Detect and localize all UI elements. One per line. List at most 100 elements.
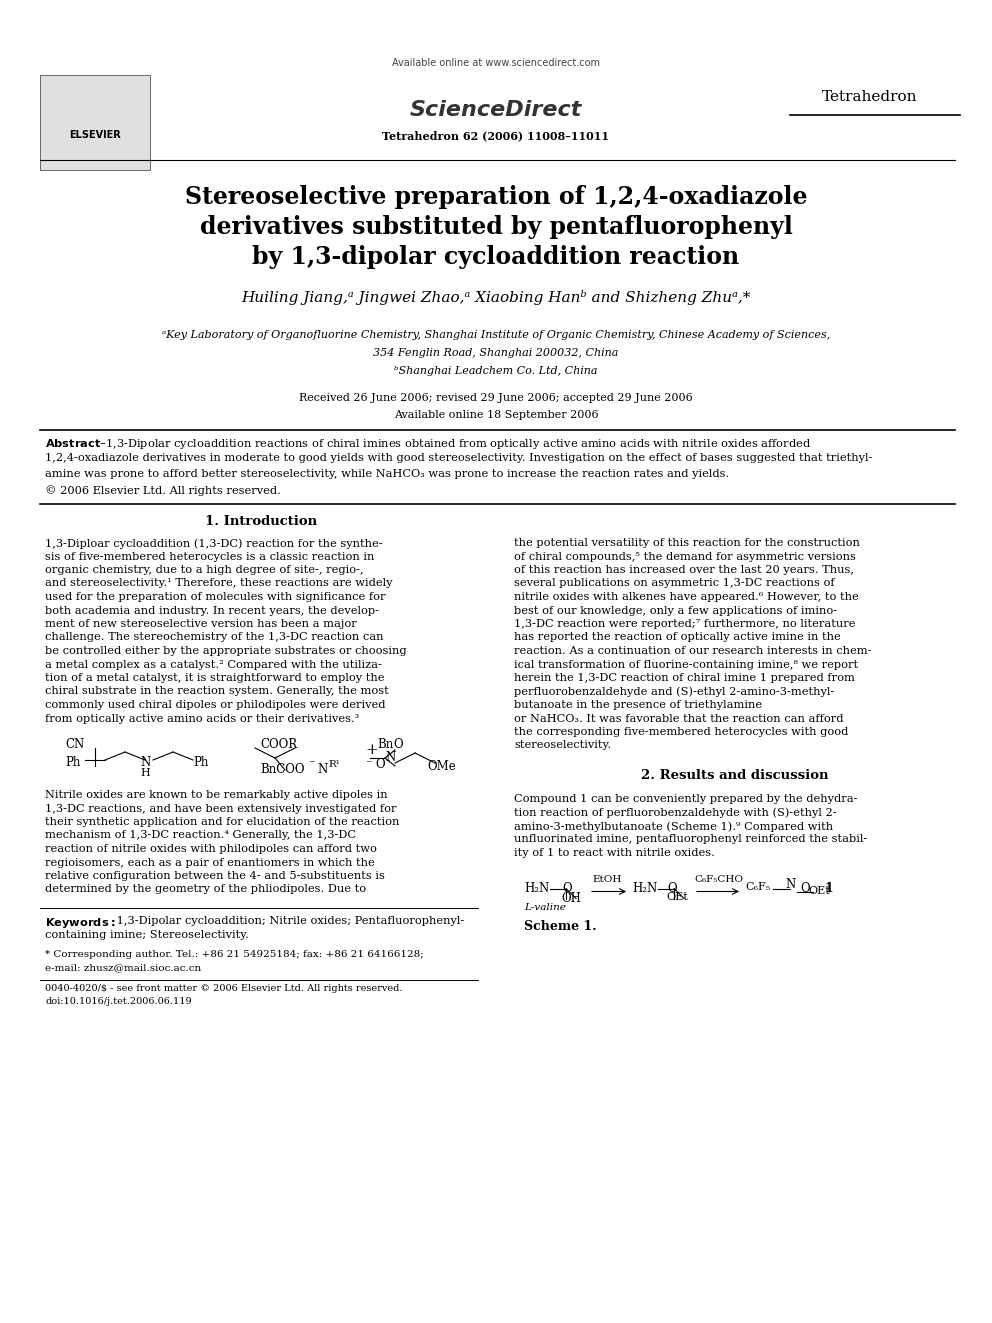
Text: * Corresponding author. Tel.: +86 21 54925184; fax: +86 21 64166128;: * Corresponding author. Tel.: +86 21 549… xyxy=(45,950,424,959)
Text: O: O xyxy=(667,881,677,894)
Text: Ph: Ph xyxy=(65,755,80,769)
Text: from optically active amino acids or their derivatives.³: from optically active amino acids or the… xyxy=(45,713,359,724)
Text: Nitrile oxides are known to be remarkably active dipoles in: Nitrile oxides are known to be remarkabl… xyxy=(45,790,388,800)
Text: C₆F₅: C₆F₅ xyxy=(745,881,770,892)
Text: of this reaction has increased over the last 20 years. Thus,: of this reaction has increased over the … xyxy=(514,565,854,576)
Text: by 1,3-dipolar cycloaddition reaction: by 1,3-dipolar cycloaddition reaction xyxy=(252,245,740,269)
Text: 1. Introduction: 1. Introduction xyxy=(205,515,317,528)
Text: ᵃKey Laboratory of Organofluorine Chemistry, Shanghai Institute of Organic Chemi: ᵃKey Laboratory of Organofluorine Chemis… xyxy=(162,329,830,340)
Text: C₆F₅CHO: C₆F₅CHO xyxy=(694,876,743,885)
Text: COOR: COOR xyxy=(260,738,298,751)
Text: unfluorinated imine, pentafluorophenyl reinforced the stabil-: unfluorinated imine, pentafluorophenyl r… xyxy=(514,835,867,844)
Text: N: N xyxy=(140,755,150,769)
Text: OEt: OEt xyxy=(666,892,687,901)
Text: +: + xyxy=(365,744,378,757)
Text: $\mathbf{Abstract}$–1,3-Dipolar cycloaddition reactions of chiral imines obtaine: $\mathbf{Abstract}$–1,3-Dipolar cycloadd… xyxy=(45,437,811,451)
Text: 1,3-Dipolar cycloaddition; Nitrile oxides; Pentafluorophenyl-: 1,3-Dipolar cycloaddition; Nitrile oxide… xyxy=(113,916,464,926)
Text: tion reaction of perfluorobenzaldehyde with (S)-ethyl 2-: tion reaction of perfluorobenzaldehyde w… xyxy=(514,807,836,818)
Text: H: H xyxy=(140,767,150,778)
Text: N: N xyxy=(785,877,796,890)
Text: nitrile oxides with alkenes have appeared.⁶ However, to the: nitrile oxides with alkenes have appeare… xyxy=(514,591,859,602)
Text: reaction of nitrile oxides with philodipoles can afford two: reaction of nitrile oxides with philodip… xyxy=(45,844,377,855)
Text: organic chemistry, due to a high degree of site-, regio-,: organic chemistry, due to a high degree … xyxy=(45,565,364,576)
Text: O: O xyxy=(562,881,571,894)
Text: Stereoselective preparation of 1,2,4-oxadiazole: Stereoselective preparation of 1,2,4-oxa… xyxy=(185,185,807,209)
Text: best of our knowledge, only a few applications of imino-: best of our knowledge, only a few applic… xyxy=(514,606,837,615)
Text: 1,3-DC reaction were reported;⁷ furthermore, no literature: 1,3-DC reaction were reported;⁷ furtherm… xyxy=(514,619,855,628)
Text: R¹: R¹ xyxy=(328,759,340,769)
Text: herein the 1,3-DC reaction of chiral imine 1 prepared from: herein the 1,3-DC reaction of chiral imi… xyxy=(514,673,855,683)
Text: Compound 1 can be conveniently prepared by the dehydra-: Compound 1 can be conveniently prepared … xyxy=(514,794,857,804)
Text: a metal complex as a catalyst.² Compared with the utiliza-: a metal complex as a catalyst.² Compared… xyxy=(45,659,382,669)
Text: stereoselectivity.: stereoselectivity. xyxy=(514,741,611,750)
Text: sis of five-membered heterocycles is a classic reaction in: sis of five-membered heterocycles is a c… xyxy=(45,552,374,561)
Text: reaction. As a continuation of our research interests in chem-: reaction. As a continuation of our resea… xyxy=(514,646,872,656)
Text: Ph: Ph xyxy=(193,755,208,769)
Text: both academia and industry. In recent years, the develop-: both academia and industry. In recent ye… xyxy=(45,606,379,615)
Text: H₂N: H₂N xyxy=(632,881,658,894)
Text: Bn: Bn xyxy=(377,738,393,751)
Text: butanoate in the presence of triethylamine: butanoate in the presence of triethylami… xyxy=(514,700,762,710)
Text: O: O xyxy=(393,738,403,751)
Text: Scheme 1.: Scheme 1. xyxy=(524,919,596,933)
Text: relative configuration between the 4- and 5-substituents is: relative configuration between the 4- an… xyxy=(45,871,385,881)
Text: CN: CN xyxy=(65,738,84,751)
Text: ScienceDirect: ScienceDirect xyxy=(410,101,582,120)
Text: commonly used chiral dipoles or philodipoles were derived: commonly used chiral dipoles or philodip… xyxy=(45,700,386,710)
Text: BnCOO: BnCOO xyxy=(260,763,305,777)
Text: EtOH: EtOH xyxy=(592,876,621,885)
Text: L-valine: L-valine xyxy=(524,904,565,913)
Text: 1,2,4-oxadiazole derivatives in moderate to good yields with good stereoselectiv: 1,2,4-oxadiazole derivatives in moderate… xyxy=(45,452,872,463)
Text: their synthetic application and for elucidation of the reaction: their synthetic application and for eluc… xyxy=(45,818,400,827)
Text: OEt: OEt xyxy=(808,885,829,896)
Text: ical transformation of fluorine-containing imine,⁸ we report: ical transformation of fluorine-containi… xyxy=(514,659,858,669)
Text: Tetrahedron: Tetrahedron xyxy=(822,90,918,105)
Text: amine was prone to afford better stereoselectivity, while NaHCO₃ was prone to in: amine was prone to afford better stereos… xyxy=(45,468,729,479)
Text: amino-3-methylbutanoate (Scheme 1).⁹ Compared with: amino-3-methylbutanoate (Scheme 1).⁹ Com… xyxy=(514,822,833,832)
Text: 0040-4020/$ - see front matter © 2006 Elsevier Ltd. All rights reserved.: 0040-4020/$ - see front matter © 2006 El… xyxy=(45,984,403,994)
Text: determined by the geometry of the phliodipoles. Due to: determined by the geometry of the phliod… xyxy=(45,885,366,894)
Text: perfluorobenzaldehyde and (S)-ethyl 2-amino-3-methyl-: perfluorobenzaldehyde and (S)-ethyl 2-am… xyxy=(514,687,834,697)
Text: ᵇShanghai Leadchem Co. Ltd, China: ᵇShanghai Leadchem Co. Ltd, China xyxy=(394,366,598,376)
Bar xyxy=(40,75,150,169)
Text: N: N xyxy=(385,751,395,763)
Text: 1,3-DC reactions, and have been extensively investigated for: 1,3-DC reactions, and have been extensiv… xyxy=(45,803,397,814)
Text: 354 Fenglin Road, Shanghai 200032, China: 354 Fenglin Road, Shanghai 200032, China xyxy=(373,348,619,359)
Text: 2. Results and discussion: 2. Results and discussion xyxy=(641,769,828,782)
Text: ⁻: ⁻ xyxy=(308,758,314,771)
Text: of chiral compounds,⁵ the demand for asymmetric versions: of chiral compounds,⁵ the demand for asy… xyxy=(514,552,856,561)
Text: ELSEVIER: ELSEVIER xyxy=(69,130,121,140)
Text: ment of new stereoselective version has been a major: ment of new stereoselective version has … xyxy=(45,619,357,628)
Text: the potential versatility of this reaction for the construction: the potential versatility of this reacti… xyxy=(514,538,860,548)
Text: Available online at www.sciencedirect.com: Available online at www.sciencedirect.co… xyxy=(392,58,600,67)
Text: O: O xyxy=(375,758,385,771)
Text: 1: 1 xyxy=(825,881,833,894)
Text: Received 26 June 2006; revised 29 June 2006; accepted 29 June 2006: Received 26 June 2006; revised 29 June 2… xyxy=(300,393,692,404)
Text: be controlled either by the appropriate substrates or choosing: be controlled either by the appropriate … xyxy=(45,646,407,656)
Text: tion of a metal catalyst, it is straightforward to employ the: tion of a metal catalyst, it is straight… xyxy=(45,673,385,683)
Text: Tetrahedron 62 (2006) 11008–11011: Tetrahedron 62 (2006) 11008–11011 xyxy=(383,130,609,142)
Text: N: N xyxy=(317,763,327,777)
Text: © 2006 Elsevier Ltd. All rights reserved.: © 2006 Elsevier Ltd. All rights reserved… xyxy=(45,486,281,496)
Text: e-mail: zhusz@mail.sioc.ac.cn: e-mail: zhusz@mail.sioc.ac.cn xyxy=(45,963,201,972)
Text: OMe: OMe xyxy=(427,759,455,773)
Text: ity of 1 to react with nitrile oxides.: ity of 1 to react with nitrile oxides. xyxy=(514,848,715,859)
Text: OH: OH xyxy=(561,892,581,905)
Text: Huiling Jiang,ᵃ Jingwei Zhao,ᵃ Xiaobing Hanᵇ and Shizheng Zhuᵃ,*: Huiling Jiang,ᵃ Jingwei Zhao,ᵃ Xiaobing … xyxy=(241,290,751,306)
Text: $\mathbf{Keywords:}$: $\mathbf{Keywords:}$ xyxy=(45,916,115,930)
Text: has reported the reaction of optically active imine in the: has reported the reaction of optically a… xyxy=(514,632,841,643)
Text: containing imine; Stereoselectivity.: containing imine; Stereoselectivity. xyxy=(45,930,249,941)
Text: the corresponding five-membered heterocycles with good: the corresponding five-membered heterocy… xyxy=(514,728,848,737)
Text: challenge. The stereochemistry of the 1,3-DC reaction can: challenge. The stereochemistry of the 1,… xyxy=(45,632,384,643)
Text: used for the preparation of molecules with significance for: used for the preparation of molecules wi… xyxy=(45,591,386,602)
Text: Available online 18 September 2006: Available online 18 September 2006 xyxy=(394,410,598,419)
Text: mechanism of 1,3-DC reaction.⁴ Generally, the 1,3-DC: mechanism of 1,3-DC reaction.⁴ Generally… xyxy=(45,831,356,840)
Text: doi:10.1016/j.tet.2006.06.119: doi:10.1016/j.tet.2006.06.119 xyxy=(45,998,191,1005)
Text: H₂N: H₂N xyxy=(524,881,550,894)
Text: derivatives substituted by pentafluorophenyl: derivatives substituted by pentafluoroph… xyxy=(199,216,793,239)
Text: ⁻: ⁻ xyxy=(365,758,372,771)
Text: and stereoselectivity.¹ Therefore, these reactions are widely: and stereoselectivity.¹ Therefore, these… xyxy=(45,578,393,589)
Text: O: O xyxy=(800,881,809,894)
Text: chiral substrate in the reaction system. Generally, the most: chiral substrate in the reaction system.… xyxy=(45,687,389,696)
Text: 1,3-Diploar cycloaddition (1,3-DC) reaction for the synthe-: 1,3-Diploar cycloaddition (1,3-DC) react… xyxy=(45,538,383,549)
